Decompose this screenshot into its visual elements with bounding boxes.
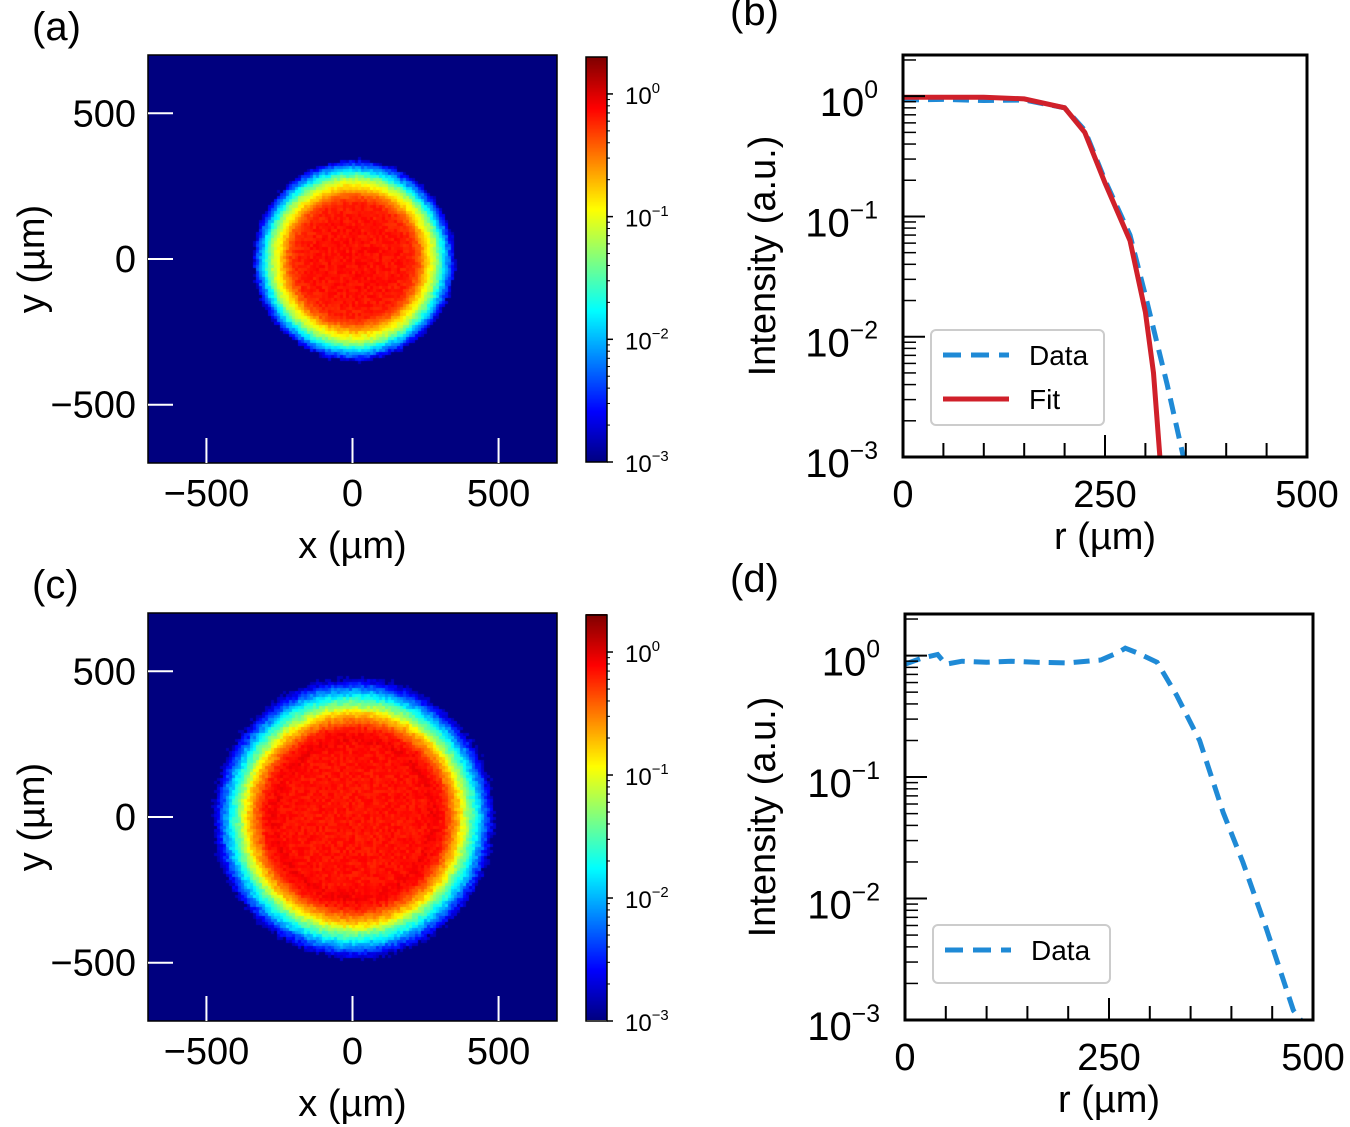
y-tick-label: 100 (820, 77, 878, 125)
y-tick-label: 10−1 (805, 197, 878, 245)
x-axis-label: r (µm) (1058, 1079, 1160, 1121)
y-tick-label: 500 (73, 93, 136, 135)
y-tick-label: 10−2 (805, 318, 878, 366)
legend-label: Fit (1029, 384, 1060, 415)
x-axis-label: x (µm) (298, 525, 406, 567)
x-tick-label: 0 (342, 1031, 363, 1073)
colorbar-tick-label: 10−3 (625, 449, 669, 478)
heatmap-a (148, 55, 557, 463)
panel-label: (b) (730, 0, 779, 34)
y-tick-label: 0 (115, 797, 136, 839)
colorbar-frame-c (585, 614, 608, 1022)
colorbar-tick-label: 100 (625, 639, 660, 668)
colorbar-tick-label: 100 (625, 81, 660, 110)
x-tick-label: −500 (164, 473, 250, 515)
y-tick-label: 10−2 (807, 880, 880, 928)
colorbar-tick-label: 10−1 (625, 204, 669, 233)
x-tick-label: 250 (1077, 1037, 1140, 1079)
heatmap-c (148, 613, 557, 1021)
colorbar-frame-a (585, 56, 608, 463)
y-tick-label: −500 (50, 943, 136, 985)
panel-label: (a) (32, 5, 81, 49)
series-line-fit (903, 94, 1163, 458)
panel-label: (d) (730, 557, 779, 601)
colorbar-c (586, 614, 607, 1020)
x-tick-label: −500 (164, 1031, 250, 1073)
x-tick-label: 0 (342, 473, 363, 515)
series-line-data (904, 645, 1303, 1022)
y-tick-label: −500 (50, 385, 136, 427)
x-tick-label: 0 (892, 474, 913, 516)
legend-label: Data (1031, 935, 1091, 966)
y-axis-label: y (µm) (11, 763, 53, 871)
x-axis-label: r (µm) (1054, 516, 1156, 558)
colorbar-a (586, 57, 607, 462)
x-tick-label: 500 (467, 1031, 530, 1073)
x-axis-label: x (µm) (298, 1083, 406, 1125)
y-tick-label: 10−3 (805, 438, 878, 486)
panel-label: (c) (32, 563, 79, 607)
y-axis-label: Intensity (a.u.) (742, 697, 784, 938)
y-tick-label: 10−1 (807, 758, 880, 806)
y-axis-label: Intensity (a.u.) (742, 136, 784, 377)
y-tick-label: 10−3 (807, 1001, 880, 1049)
x-tick-label: 500 (467, 473, 530, 515)
colorbar-tick-label: 10−2 (625, 327, 669, 356)
x-tick-label: 0 (894, 1037, 915, 1079)
y-tick-label: 0 (115, 239, 136, 281)
y-tick-label: 100 (822, 637, 880, 685)
x-tick-label: 500 (1275, 474, 1338, 516)
x-tick-label: 500 (1281, 1037, 1344, 1079)
y-axis-label: y (µm) (11, 205, 53, 313)
legend-label: Data (1029, 340, 1089, 371)
colorbar-tick-label: 10−1 (625, 762, 669, 791)
axes-frame-a (147, 54, 558, 464)
colorbar-tick-label: 10−3 (625, 1008, 669, 1037)
x-tick-label: 250 (1073, 474, 1136, 516)
axes-frame-c (147, 612, 558, 1022)
y-tick-label: 500 (73, 651, 136, 693)
colorbar-tick-label: 10−2 (625, 885, 669, 914)
legend (932, 924, 1111, 984)
